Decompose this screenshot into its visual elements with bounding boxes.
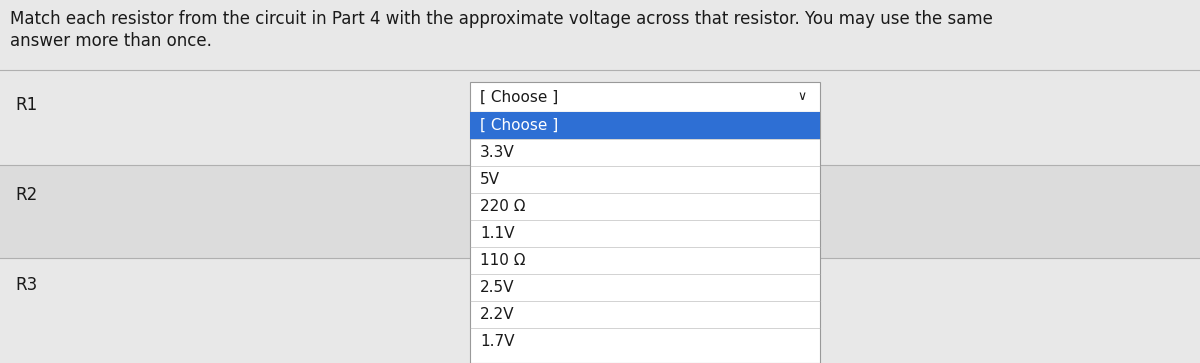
- Text: R2: R2: [14, 186, 37, 204]
- Text: 1.1V: 1.1V: [480, 226, 515, 241]
- Text: [ Choose ]: [ Choose ]: [480, 118, 558, 133]
- Bar: [0, 258, 1200, 363]
- Bar: [470, 112, 820, 363]
- Text: 1.7V: 1.7V: [480, 334, 515, 349]
- Text: ∨: ∨: [798, 90, 806, 103]
- Text: R3: R3: [14, 276, 37, 294]
- Text: [ Choose ]: [ Choose ]: [480, 90, 558, 105]
- Bar: [0, 165, 1200, 258]
- Bar: [470, 82, 820, 112]
- Bar: [470, 112, 820, 139]
- Text: 5V: 5V: [480, 172, 500, 187]
- Text: 3.3V: 3.3V: [480, 145, 515, 160]
- Bar: [0, 70, 1200, 165]
- Text: 220 Ω: 220 Ω: [480, 199, 526, 214]
- Text: 2.2V: 2.2V: [480, 307, 515, 322]
- Text: answer more than once.: answer more than once.: [10, 32, 212, 50]
- Text: 2.5V: 2.5V: [480, 280, 515, 295]
- Bar: [0, 0, 1200, 70]
- Text: 110 Ω: 110 Ω: [480, 253, 526, 268]
- Text: R1: R1: [14, 96, 37, 114]
- Text: Match each resistor from the circuit in Part 4 with the approximate voltage acro: Match each resistor from the circuit in …: [10, 10, 992, 28]
